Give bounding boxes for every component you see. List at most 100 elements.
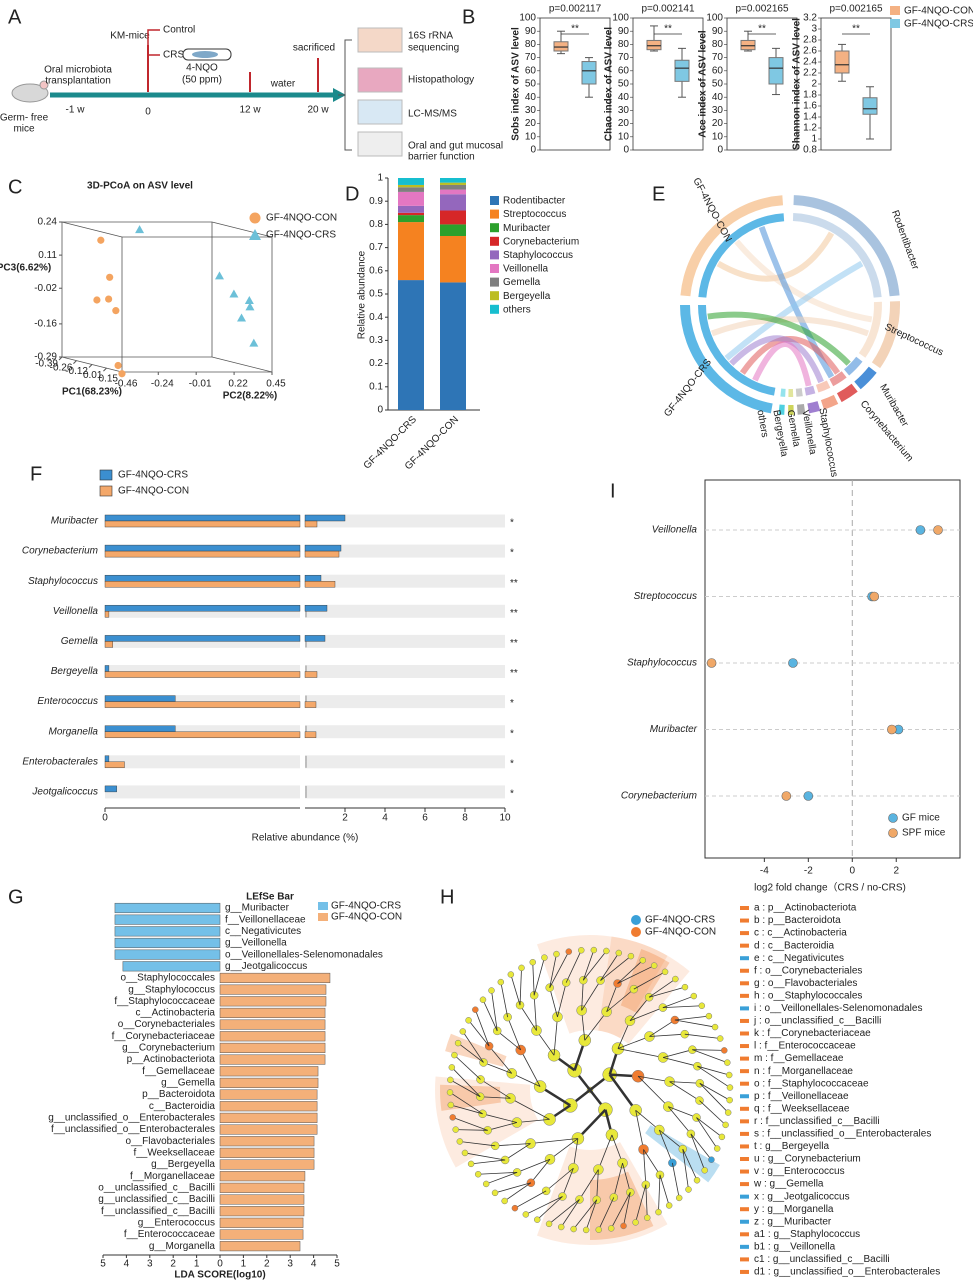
- y-tick-label: 70: [712, 52, 724, 63]
- clade-node: [603, 947, 610, 955]
- legend-swatch: [490, 196, 499, 205]
- row-background: [305, 544, 505, 558]
- category-label: g__Corynebacterium: [122, 1043, 215, 1054]
- bar: [219, 1007, 326, 1018]
- chord-ribbon: [710, 316, 870, 337]
- clade-node: [565, 948, 573, 955]
- legend-label: GF-4NQO-CON: [904, 6, 973, 17]
- bar-segment: [398, 178, 424, 185]
- clade-wedge: [536, 935, 668, 1039]
- key-swatch: [740, 931, 749, 936]
- analysis-label: barrier function: [408, 152, 475, 163]
- x-tick-label: 3: [147, 1259, 153, 1270]
- point: [915, 525, 926, 535]
- clade-branch: [455, 1129, 488, 1131]
- clade-node: [446, 1089, 454, 1096]
- bar: [219, 1159, 315, 1170]
- row-background: [105, 755, 300, 769]
- y-axis-label: Chao index of ASV level: [604, 27, 615, 141]
- y-tick-label: 1: [811, 134, 817, 145]
- x-tick: [103, 367, 107, 372]
- panel-label: I: [610, 480, 616, 502]
- timeline-label: 20 w: [307, 105, 329, 116]
- clade-branch: [629, 1007, 664, 1022]
- bar: [104, 725, 176, 732]
- genus-arc: [788, 404, 794, 415]
- clade-branch: [669, 1081, 700, 1101]
- bar: [219, 1206, 305, 1217]
- y-axis-label: Ace index of ASV level: [698, 30, 709, 138]
- point: [803, 791, 814, 801]
- clade-branch: [682, 1149, 689, 1190]
- clade-node: [724, 1109, 732, 1116]
- significance-label: **: [510, 668, 518, 679]
- category-label: g__Staphylococcus: [128, 984, 215, 995]
- category-label: o__Flavobacteriales: [126, 1136, 216, 1147]
- clade-node: [607, 1225, 615, 1232]
- clade-branch: [536, 1196, 563, 1220]
- category-label: f__Corynebacteriaceae: [112, 1031, 216, 1042]
- genus-label: others: [754, 409, 770, 438]
- genus-arc: [807, 401, 821, 414]
- clade-branch: [510, 974, 521, 1006]
- point: [245, 302, 255, 311]
- bar: [104, 785, 117, 793]
- y-tick-label: 90: [618, 26, 630, 37]
- bar: [104, 581, 301, 588]
- bar-segment: [440, 282, 466, 410]
- clade-node: [690, 992, 698, 1000]
- x-tick-label: 5: [100, 1259, 106, 1270]
- genus-label: Veillonella: [799, 409, 818, 456]
- clade-branch: [600, 955, 632, 981]
- category-label: c__Negativicutes: [225, 926, 301, 937]
- clade-branch: [449, 1092, 483, 1115]
- clade-branch: [667, 1106, 692, 1135]
- clade-branch: [454, 1054, 481, 1080]
- category-label: g__unclassified_o__Enterobacterales: [48, 1113, 215, 1124]
- genus-label: Rodentibacter: [889, 209, 921, 272]
- key-swatch: [740, 918, 749, 923]
- y-axis-label: PC2(8.22%): [223, 391, 277, 402]
- clade-branch: [643, 1149, 647, 1185]
- key-label: t : g__Bergeyella: [754, 1141, 829, 1152]
- key-swatch: [740, 943, 749, 948]
- key-swatch: [740, 968, 749, 973]
- key-swatch: [740, 1182, 749, 1187]
- legend-label: GF-4NQO-CON: [118, 486, 189, 497]
- clade-branch: [462, 1031, 484, 1063]
- timeline-label: 0: [145, 107, 151, 118]
- clade-branch: [530, 1159, 551, 1184]
- clade-branch: [510, 1098, 550, 1120]
- y-tick-label: 20: [712, 118, 724, 129]
- bar: [304, 635, 326, 642]
- clade-branch: [487, 1122, 518, 1131]
- clade-branch: [617, 1036, 650, 1049]
- y-tick-label: 100: [612, 13, 629, 24]
- bar: [219, 1241, 301, 1252]
- clade-branch: [545, 1167, 574, 1192]
- clade-node: [465, 1017, 472, 1024]
- clade-branch: [504, 1182, 532, 1202]
- category-label: Corynebacterium: [22, 546, 98, 557]
- z-tick-label: -0.16: [34, 319, 57, 330]
- clade-branch: [471, 1159, 506, 1165]
- significance-label: **: [510, 638, 518, 649]
- clade-branch: [560, 1199, 580, 1228]
- x-tick-label: 4: [311, 1259, 317, 1270]
- bar-segment: [440, 210, 466, 225]
- y-tick-label: -0.24: [151, 379, 174, 390]
- category-label: Corynebacterium: [621, 791, 697, 802]
- clade-node: [675, 1194, 683, 1202]
- chord-ribbon: [707, 311, 851, 366]
- point: [106, 273, 114, 281]
- y-tick-label: 0.45: [266, 379, 286, 390]
- sample-ring: [698, 305, 776, 396]
- bar: [104, 695, 176, 702]
- category-label: Veillonella: [652, 525, 698, 536]
- bar: [104, 550, 301, 558]
- category-label: g__Enterococcus: [138, 1217, 215, 1228]
- key-swatch: [740, 1119, 749, 1124]
- legend-label: Bergeyella: [503, 291, 551, 302]
- key-swatch: [740, 1232, 749, 1237]
- x-tick-label: 6: [422, 813, 428, 824]
